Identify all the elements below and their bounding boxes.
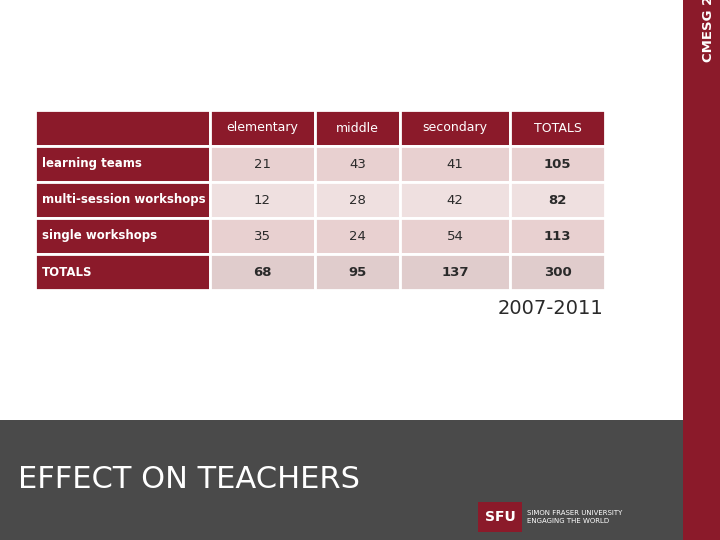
Bar — [315, 218, 400, 254]
Bar — [400, 254, 510, 290]
Bar — [210, 146, 315, 182]
Text: 35: 35 — [254, 230, 271, 242]
Bar — [400, 110, 510, 146]
Text: 113: 113 — [544, 230, 571, 242]
Bar — [683, 0, 720, 540]
Text: 82: 82 — [549, 193, 567, 206]
Text: 41: 41 — [446, 158, 464, 171]
Text: 28: 28 — [349, 193, 366, 206]
Text: 12: 12 — [254, 193, 271, 206]
Bar — [210, 182, 315, 218]
Text: 2007-2011: 2007-2011 — [498, 299, 603, 318]
Bar — [510, 146, 605, 182]
Bar — [35, 182, 210, 218]
Bar — [35, 218, 210, 254]
Bar — [35, 254, 210, 290]
Text: EFFECT ON TEACHERS: EFFECT ON TEACHERS — [18, 465, 360, 495]
Text: 54: 54 — [446, 230, 464, 242]
Text: 300: 300 — [544, 266, 572, 279]
Bar — [315, 182, 400, 218]
Text: learning teams: learning teams — [42, 158, 142, 171]
Bar — [35, 110, 210, 146]
Bar — [400, 146, 510, 182]
Text: 42: 42 — [446, 193, 464, 206]
Text: 24: 24 — [349, 230, 366, 242]
Bar — [400, 218, 510, 254]
Bar — [315, 254, 400, 290]
Bar — [35, 146, 210, 182]
Bar — [510, 182, 605, 218]
Bar — [210, 218, 315, 254]
Text: SFU: SFU — [485, 510, 516, 524]
Text: 68: 68 — [253, 266, 271, 279]
Bar — [400, 182, 510, 218]
Text: 137: 137 — [441, 266, 469, 279]
Text: SIMON FRASER UNIVERSITY
ENGAGING THE WORLD: SIMON FRASER UNIVERSITY ENGAGING THE WOR… — [527, 510, 622, 524]
Text: elementary: elementary — [227, 122, 298, 134]
Text: CMESG 2015: CMESG 2015 — [701, 0, 714, 62]
Text: 95: 95 — [348, 266, 366, 279]
Text: TOTALS: TOTALS — [534, 122, 582, 134]
Bar — [510, 110, 605, 146]
Text: 43: 43 — [349, 158, 366, 171]
Text: middle: middle — [336, 122, 379, 134]
Bar — [510, 218, 605, 254]
Bar — [315, 146, 400, 182]
Bar — [478, 502, 522, 532]
Bar — [510, 254, 605, 290]
Text: 105: 105 — [544, 158, 571, 171]
Bar — [315, 110, 400, 146]
Bar — [0, 420, 683, 540]
Text: 21: 21 — [254, 158, 271, 171]
Text: TOTALS: TOTALS — [42, 266, 92, 279]
Text: multi-session workshops: multi-session workshops — [42, 193, 206, 206]
Text: secondary: secondary — [423, 122, 487, 134]
Bar — [210, 110, 315, 146]
Bar — [210, 254, 315, 290]
Text: single workshops: single workshops — [42, 230, 157, 242]
